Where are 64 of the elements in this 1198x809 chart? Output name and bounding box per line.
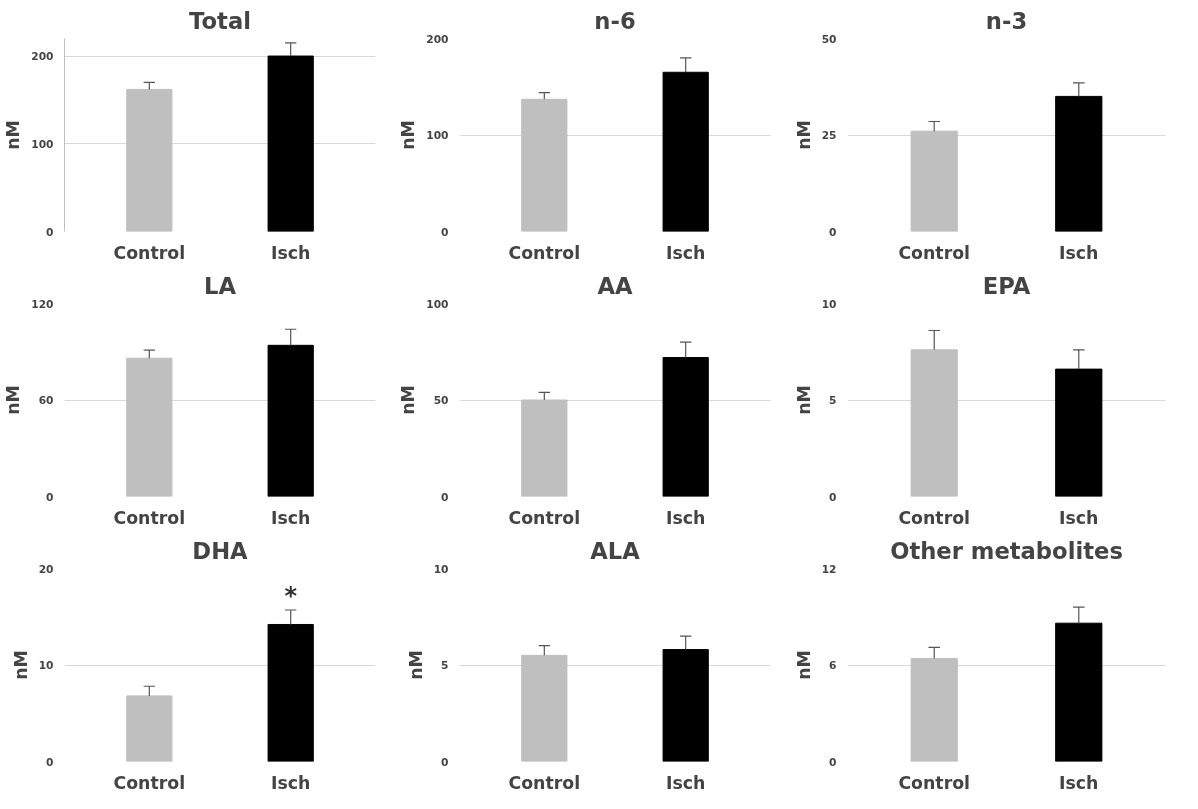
y-tick-label: 0: [441, 490, 449, 504]
chart-title: n-6: [594, 7, 636, 34]
y-tick-label: 100: [426, 129, 449, 142]
y-tick-label: 200: [426, 32, 449, 46]
y-tick-label: 5: [829, 394, 837, 407]
x-tick-label: Isch: [271, 507, 311, 528]
y-tick-label: 10: [38, 659, 54, 672]
x-tick-label: Isch: [271, 772, 311, 793]
y-tick-label: 20: [38, 562, 54, 576]
y-tick-label: 50: [821, 32, 837, 46]
y-axis-title: nM: [3, 120, 24, 150]
y-tick-label: 0: [829, 225, 837, 239]
y-tick-label: 100: [426, 297, 449, 311]
x-tick-label: Isch: [666, 507, 706, 528]
y-tick-label: 10: [433, 562, 449, 576]
y-axis-title: nM: [398, 120, 419, 150]
x-tick-label: Control: [508, 507, 581, 528]
y-tick-label: 0: [46, 225, 54, 239]
y-tick-label: 50: [433, 394, 449, 407]
annotation: *: [284, 581, 298, 610]
y-tick-label: 25: [821, 129, 837, 142]
y-tick-label: 5: [441, 659, 449, 672]
chart-title: EPA: [982, 272, 1031, 299]
chart-title: LA: [204, 272, 237, 299]
chart-title: ALA: [590, 537, 641, 564]
x-tick-label: Isch: [271, 242, 311, 263]
x-tick-label: Isch: [1059, 507, 1099, 528]
x-tick-label: Control: [508, 242, 581, 263]
x-tick-label: Isch: [1059, 772, 1099, 793]
y-tick-label: 0: [829, 755, 837, 769]
x-tick-label: Control: [113, 242, 186, 263]
x-tick-label: Control: [113, 772, 186, 793]
y-tick-label: 12: [821, 562, 837, 576]
chart-title: n-3: [985, 7, 1028, 34]
y-axis-title: nM: [3, 385, 24, 415]
y-tick-label: 0: [829, 490, 837, 504]
chart-title: DHA: [192, 537, 249, 564]
y-tick-label: 120: [31, 297, 54, 311]
y-axis-title: nM: [793, 385, 814, 415]
x-tick-label: Control: [113, 507, 186, 528]
y-axis-title: nM: [398, 385, 419, 415]
y-tick-label: 10: [821, 297, 837, 311]
y-axis-title: nM: [793, 650, 814, 680]
y-axis-title: nM: [10, 650, 31, 680]
y-axis-title: nM: [405, 650, 426, 680]
x-tick-label: Control: [898, 507, 971, 528]
chart-title: AA: [597, 272, 633, 299]
chart-title: Total: [189, 7, 251, 34]
y-tick-label: 60: [38, 394, 54, 407]
y-tick-label: 0: [441, 755, 449, 769]
y-tick-label: 0: [46, 490, 54, 504]
x-tick-label: Control: [898, 772, 971, 793]
y-axis-title: nM: [793, 120, 814, 150]
x-tick-label: Isch: [666, 242, 706, 263]
chart-title: Other metabolites: [890, 537, 1123, 564]
x-tick-label: Isch: [666, 772, 706, 793]
y-tick-label: 0: [46, 755, 54, 769]
x-tick-label: Control: [898, 242, 971, 263]
y-tick-label: 0: [441, 225, 449, 239]
x-tick-label: Isch: [1059, 242, 1099, 263]
y-tick-label: 6: [829, 659, 837, 672]
x-tick-label: Control: [508, 772, 581, 793]
y-tick-label: 100: [31, 137, 54, 151]
y-tick-label: 200: [31, 50, 54, 64]
